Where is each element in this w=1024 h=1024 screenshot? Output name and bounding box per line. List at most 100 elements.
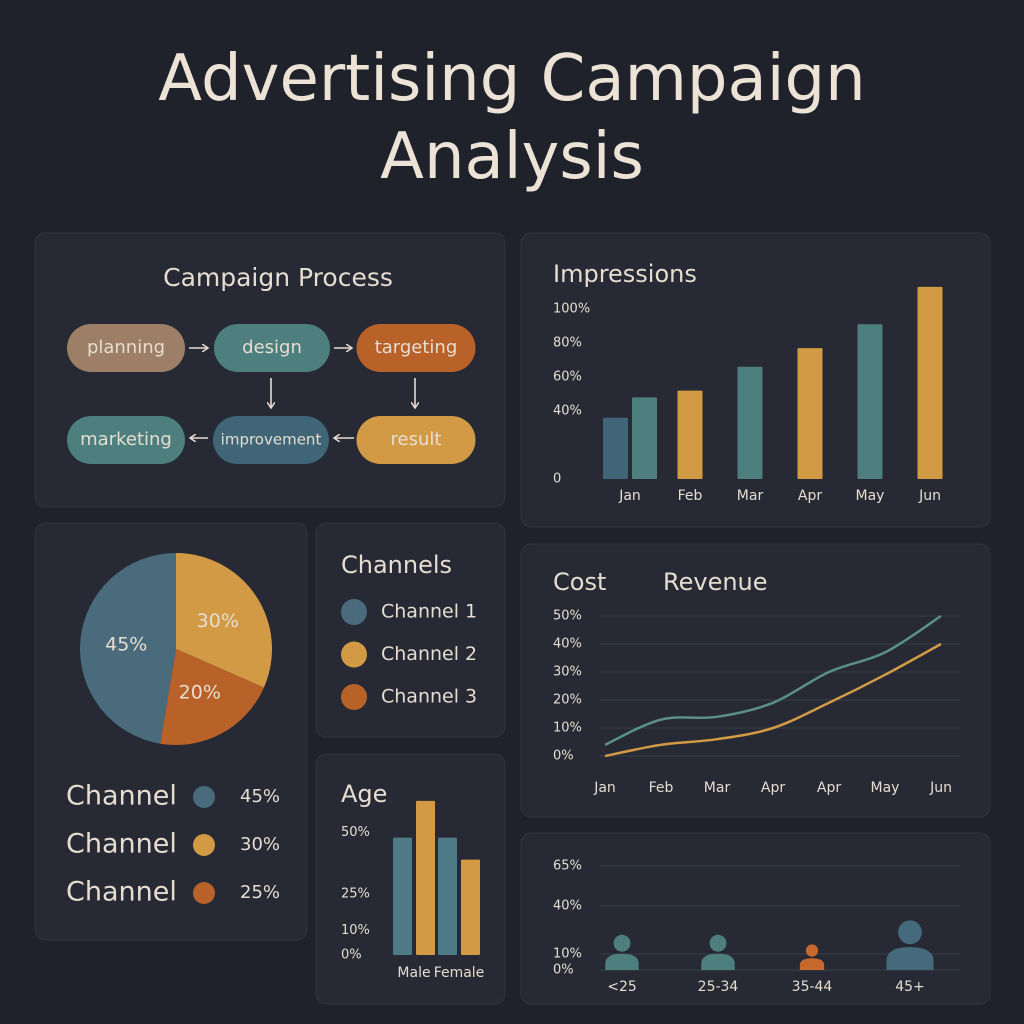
y-tick-label: 20% [553,693,582,708]
legend-swatch [341,599,367,625]
x-tick-label: Mar [737,488,764,504]
channels-panel [315,522,506,738]
y-tick-label: 10% [341,923,370,938]
person-icon [886,920,934,970]
process-node-label: targeting [375,337,458,358]
y-tick-label: 0% [341,948,362,963]
y-tick-label: 100% [553,302,590,317]
x-tick-label: Jan [618,488,641,504]
y-tick-label: 0% [553,963,574,978]
y-tick-label: 80% [553,336,582,351]
process-node [356,416,476,464]
legend-swatch [341,684,367,710]
pie-slice [80,553,176,744]
legend-value: 25% [240,882,280,903]
x-tick-label: Jun [918,488,941,504]
icon-head [805,944,819,957]
process-node-label: result [391,429,442,450]
legend-label: Channel [66,829,177,860]
process-title: Campaign Process [163,263,393,292]
x-tick-label: Mar [704,780,731,796]
x-tick-label: Apr [761,780,785,796]
y-tick-label: 0 [553,472,561,487]
chart-title: Impressions [553,260,697,288]
icon-body [799,958,825,970]
icon-head [709,934,727,952]
pie-slice [176,553,272,688]
bar [416,800,435,955]
x-tick-label: 45+ [895,979,925,995]
bar [393,837,412,955]
icon-body [701,953,735,970]
legend-label: Channel [66,877,177,908]
y-tick-label: 60% [553,370,582,385]
process-node-label: improvement [221,431,322,449]
x-tick-label: <25 [607,979,637,995]
legend-value: 30% [240,834,280,855]
person-icon [701,934,735,970]
pie-slice [160,649,264,745]
data-label: 30% [197,610,239,632]
page-title: Advertising Campaign Analysis [158,42,866,194]
process-node [356,324,476,372]
y-tick-label: 10% [553,721,582,736]
bar [857,324,883,479]
process-node-label: marketing [80,429,172,450]
process-node-label: design [242,337,302,358]
bar [632,397,657,479]
x-tick-label: Male [397,965,430,981]
legend-label: Channel 2 [381,643,477,665]
legend-label: Channel 3 [381,686,477,708]
process-node [213,416,329,464]
icon-head [613,934,631,952]
bar [461,859,480,955]
line [604,614,942,746]
legend-swatch [193,882,215,904]
legend-swatch [341,641,367,668]
x-tick-label: Apr [798,488,822,504]
y-tick-label: 50% [341,825,370,840]
y-tick-label: 40% [553,637,582,652]
bar [603,417,628,479]
y-tick-label: 40% [553,404,582,419]
x-tick-label: Feb [649,780,674,796]
bar [737,366,763,479]
y-tick-label: 25% [341,886,370,901]
x-tick-label: Apr [817,780,841,796]
process-node [67,324,185,372]
icon-head [898,920,922,945]
legend-value: 45% [240,786,280,807]
icon-body [886,947,934,970]
x-tick-label: 35-44 [792,979,833,995]
process-node [214,324,330,372]
y-tick-label: 30% [553,665,582,680]
x-tick-label: Jan [593,780,616,796]
bar [797,348,823,479]
legend-label: Revenue [663,568,768,596]
process-node [67,416,185,464]
process-node-label: planning [87,337,165,358]
x-tick-label: 25-34 [698,979,739,995]
legend-label: Cost [553,568,606,596]
icon-body [605,953,639,970]
y-tick-label: 50% [553,609,582,624]
y-tick-label: 0% [553,749,574,764]
x-tick-label: Feb [678,488,703,504]
data-label: 45% [105,633,147,655]
x-tick-label: May [871,780,900,796]
legend-label: Channel [66,781,177,812]
person-icon [605,934,639,970]
line [604,642,942,758]
person-icon [799,944,825,970]
bar [438,837,457,955]
chart-title: Age [341,780,387,808]
y-tick-label: 40% [553,899,582,914]
y-tick-label: 65% [553,859,582,874]
channels-title: Channels [341,551,452,579]
bar [917,286,943,479]
data-label: 20% [179,681,221,703]
y-tick-label: 10% [553,947,582,962]
legend-swatch [193,786,215,808]
